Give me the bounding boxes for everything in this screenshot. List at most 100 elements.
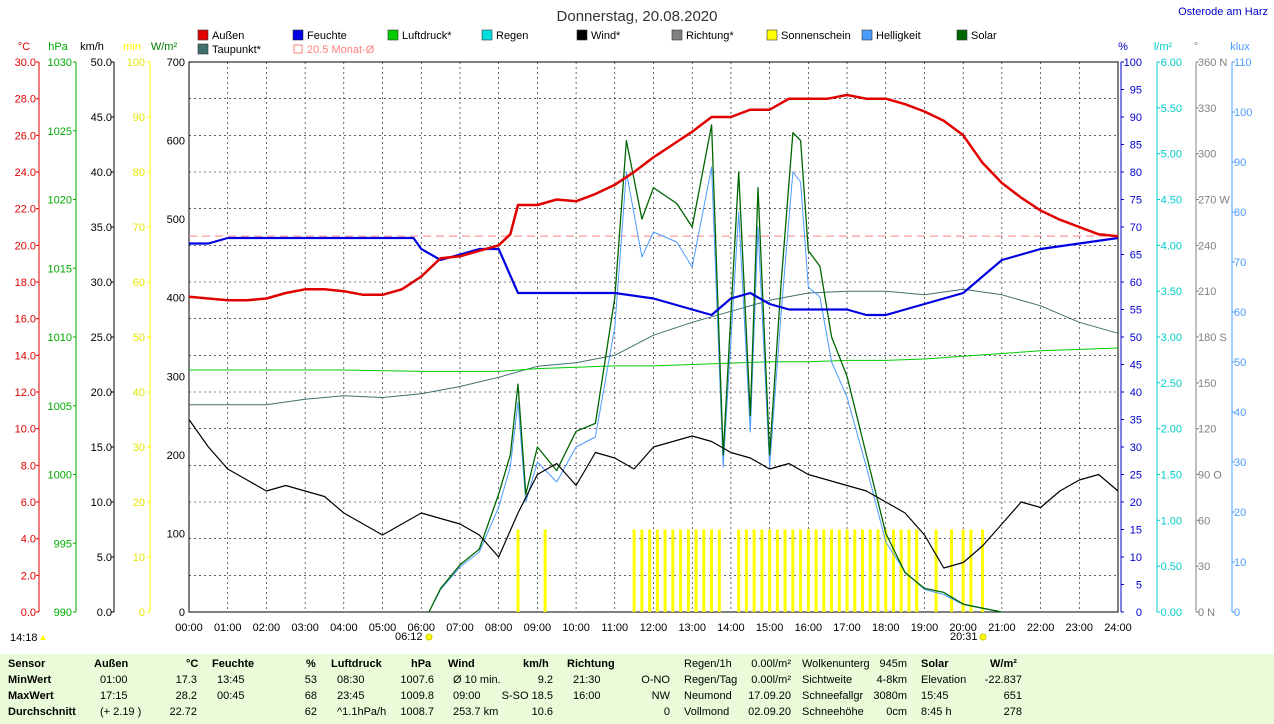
axis-tick-time: 17:00	[833, 622, 861, 634]
axis-tick-time: 21:00	[988, 622, 1016, 634]
sunshine-bar	[752, 529, 756, 612]
feuchte-value: 68	[304, 690, 317, 702]
axis-tick-temp: 24.0	[15, 167, 36, 179]
axis-tick-pressure: 1030	[48, 57, 72, 69]
axis-tick-time: 00:00	[175, 622, 203, 634]
sunshine-bar	[907, 529, 911, 612]
axis-tick-humidity: 75	[1130, 195, 1142, 207]
axis-tick-wind: 15.0	[91, 442, 112, 454]
axis-tick-pressure: 1005	[48, 401, 72, 413]
feuchte-time: 13:45	[217, 674, 245, 686]
sunshine-bar	[655, 529, 659, 612]
axis-tick-wind: 10.0	[91, 497, 112, 509]
legend-swatch	[956, 29, 968, 41]
sunshine-bar	[806, 529, 810, 612]
aussen-header: Außen	[94, 658, 129, 670]
axis-tick-humidity: 40	[1130, 387, 1142, 399]
legend-swatch	[861, 29, 873, 41]
axis-tick-rain: 3.00	[1161, 332, 1182, 344]
axis-tick-temp: 14.0	[15, 350, 36, 362]
solar-label: 8:45 h	[921, 706, 952, 718]
solar-value: -22.837	[984, 674, 1022, 686]
aussen-value: 28.2	[175, 690, 197, 702]
wind-label: 09:00	[453, 690, 481, 702]
legend-item-helligkeit: Helligkeit	[861, 29, 921, 42]
sunshine-bar	[775, 529, 779, 612]
axis-tick-time: 15:00	[756, 622, 784, 634]
axis-tick-sunshine: 0	[139, 607, 145, 619]
axis-tick-wind: 0.0	[97, 607, 112, 619]
axis-tick-brightness: 40	[1234, 407, 1246, 419]
legend-swatch	[671, 29, 683, 41]
axis-tick-pressure: 1020	[48, 195, 72, 207]
row-label: MaxWert	[8, 690, 54, 702]
rain-value: 0.00l/m²	[751, 658, 791, 670]
solar-label: 15:45	[921, 690, 949, 702]
legend-label: Wind*	[591, 30, 621, 42]
axis-tick-temp: 26.0	[15, 130, 36, 142]
axis-tick-direction: 240	[1198, 240, 1216, 252]
axis-tick-temp: 10.0	[15, 424, 36, 436]
axis-tick-rain: 5.50	[1161, 103, 1182, 115]
cloud-label: Schneehöhe	[802, 706, 864, 718]
axis-tick-brightness: 10	[1234, 557, 1246, 569]
axis-tick-temp: 30.0	[15, 57, 36, 69]
solar-value: 651	[1003, 690, 1022, 702]
axis-tick-rain: 5.00	[1161, 149, 1182, 161]
sunshine-bar	[837, 529, 841, 612]
legend-label: Sonnenschein	[781, 30, 851, 42]
series-line-taupunkt	[189, 288, 1119, 406]
legend-label: Richtung*	[686, 30, 734, 42]
axis-tick-temp: 4.0	[21, 534, 36, 546]
sunshine-bar	[702, 529, 706, 612]
aussen-time: (+ 2.19 )	[100, 706, 142, 718]
axis-unit-temp: °C	[18, 41, 30, 53]
axis-tick-humidity: 65	[1130, 250, 1142, 262]
rain-label: Regen/Tag	[684, 674, 738, 686]
luftdruck-unit: hPa	[411, 658, 432, 670]
sunshine-bar	[814, 529, 818, 612]
axis-tick-brightness: 20	[1234, 507, 1246, 519]
axis-rain: l/m² 6.00 5.50 5.00 4.50 4.00 3.50 3.00 2.50 2.00…	[1154, 41, 1182, 619]
axis-tick-solar: 500	[167, 214, 185, 226]
axis-tick-time: 19:00	[911, 622, 939, 634]
legend-item-wind: Wind*	[576, 29, 621, 42]
axis-tick-sunshine: 50	[133, 332, 145, 344]
axis-tick-sunshine: 90	[133, 112, 145, 124]
feuchte-unit: %	[306, 658, 316, 670]
axis-tick-time: 11:00	[601, 622, 628, 634]
sunshine-bar	[799, 529, 803, 612]
wind-value: 9.2	[537, 674, 553, 686]
legend-item-solar: Solar	[956, 29, 997, 42]
sunshine-bar	[822, 529, 826, 612]
axis-tick-temp: 8.0	[21, 460, 36, 472]
legend-item-sonnenschein: Sonnenschein	[766, 29, 851, 42]
series-line-wind	[188, 419, 1119, 569]
axis-tick-direction: 120	[1198, 424, 1216, 436]
sunshine-bar	[884, 529, 888, 612]
feuchte-header: Feuchte	[212, 658, 255, 670]
series-luftdruck	[189, 347, 1119, 372]
sunshine-bar	[543, 529, 547, 612]
axis-tick-solar: 600	[167, 136, 185, 148]
legend-swatch	[293, 44, 303, 54]
axis-tick-pressure: 990	[54, 607, 72, 619]
axis-tick-wind: 35.0	[91, 222, 112, 234]
axis-tick-humidity: 10	[1130, 552, 1142, 564]
legend-item-regen: Regen	[481, 29, 528, 42]
aussen-time: 17:15	[100, 690, 128, 702]
richtung-header: Richtung	[567, 658, 615, 670]
axis-tick-time: 16:00	[795, 622, 823, 634]
luftdruck-value: 1008.7	[400, 706, 434, 718]
axis-tick-temp: 18.0	[15, 277, 36, 289]
legend-label: 20.5 Monat-Ø	[307, 44, 375, 56]
axis-tick-direction: 90 O	[1198, 470, 1222, 482]
axis-tick-solar: 300	[167, 371, 185, 383]
axis-unit-solar: W/m²	[151, 41, 178, 53]
axis-tick-humidity: 85	[1130, 140, 1142, 152]
legend-label: Außen	[212, 30, 244, 42]
axis-tick-humidity: 90	[1130, 112, 1142, 124]
axis-tick-humidity: 60	[1130, 277, 1142, 289]
axis-tick-time: 20:00	[949, 622, 977, 634]
